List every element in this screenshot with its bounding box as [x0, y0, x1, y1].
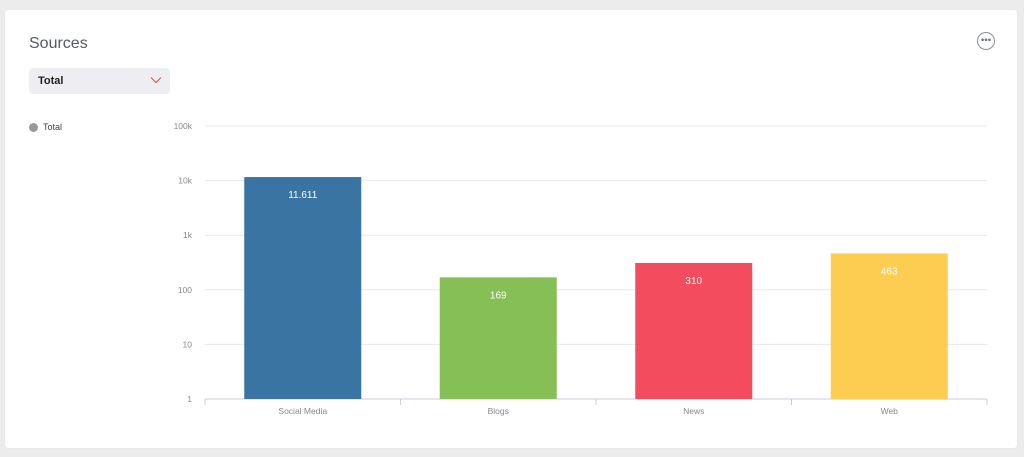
y-tick-label: 10 — [183, 339, 193, 349]
bar-value-label: 169 — [490, 290, 507, 301]
more-horizontal-icon — [981, 38, 991, 42]
y-tick-label: 100k — [174, 121, 193, 131]
y-tick-label: 10k — [178, 176, 192, 186]
bar — [830, 253, 948, 399]
legend-dot — [29, 123, 38, 132]
more-options-button[interactable] — [977, 32, 995, 50]
x-tick-label: Web — [881, 406, 899, 416]
total-dropdown[interactable]: Total — [29, 68, 170, 94]
y-tick-label: 1 — [187, 394, 192, 404]
chevron-down-icon — [150, 77, 162, 84]
x-tick-label: Social Media — [278, 406, 327, 416]
y-tick-label: 1k — [183, 230, 193, 240]
card-title: Sources — [29, 35, 88, 52]
bar-value-label: 463 — [881, 266, 898, 277]
bar-value-label: 11.611 — [288, 190, 318, 201]
bar — [244, 177, 362, 399]
legend-label: Total — [43, 122, 63, 132]
bar — [635, 262, 753, 399]
x-tick-label: Blogs — [488, 406, 509, 416]
y-tick-label: 100 — [178, 285, 192, 295]
bar — [439, 277, 557, 399]
bar-value-label: 310 — [685, 276, 702, 287]
x-tick-label: News — [683, 406, 704, 416]
dropdown-value: Total — [38, 75, 64, 87]
